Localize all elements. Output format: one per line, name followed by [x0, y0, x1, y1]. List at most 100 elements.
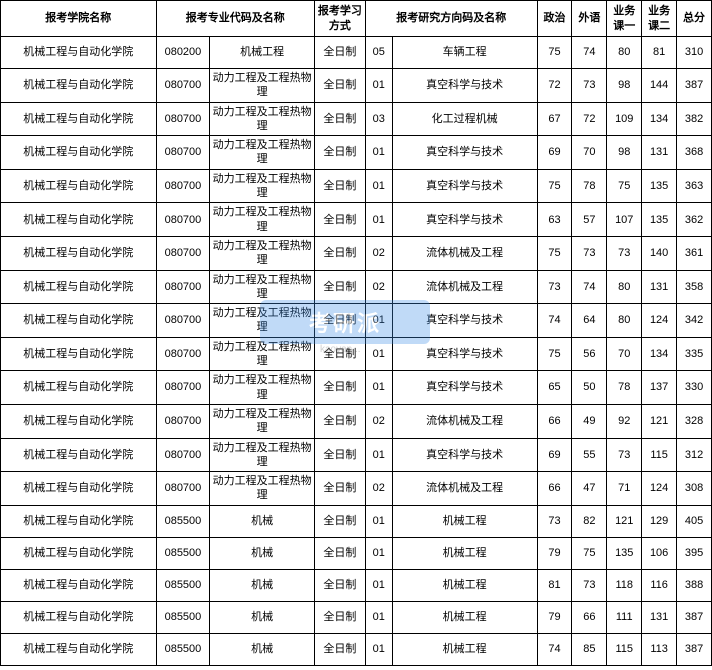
cell-total: 342: [677, 304, 712, 338]
cell-dirname: 流体机械及工程: [392, 404, 537, 438]
cell-s1: 75: [537, 236, 572, 270]
cell-s3: 80: [607, 304, 642, 338]
cell-dircode: 01: [365, 569, 392, 601]
cell-dircode: 05: [365, 37, 392, 69]
cell-s3: 118: [607, 569, 642, 601]
cell-school: 机械工程与自动化学院: [1, 337, 157, 371]
cell-dircode: 01: [365, 537, 392, 569]
cell-major: 动力工程及工程热物理: [210, 203, 315, 237]
cell-s4: 129: [642, 505, 677, 537]
cell-s2: 56: [572, 337, 607, 371]
cell-school: 机械工程与自动化学院: [1, 569, 157, 601]
cell-s4: 113: [642, 633, 677, 665]
cell-school: 机械工程与自动化学院: [1, 438, 157, 472]
cell-s4: 137: [642, 371, 677, 405]
cell-dirname: 流体机械及工程: [392, 472, 537, 506]
cell-major: 动力工程及工程热物理: [210, 270, 315, 304]
cell-s4: 134: [642, 337, 677, 371]
cell-s2: 74: [572, 37, 607, 69]
cell-dirname: 真空科学与技术: [392, 169, 537, 203]
cell-major: 机械: [210, 505, 315, 537]
cell-major: 动力工程及工程热物理: [210, 169, 315, 203]
cell-s2: 72: [572, 102, 607, 136]
cell-s2: 73: [572, 69, 607, 103]
header-politics: 政治: [537, 1, 572, 37]
table-row: 机械工程与自动化学院080700动力工程及工程热物理全日制02流体机械及工程66…: [1, 404, 712, 438]
cell-dircode: 01: [365, 69, 392, 103]
table-row: 机械工程与自动化学院085500机械全日制01机械工程7966111131387: [1, 601, 712, 633]
cell-total: 361: [677, 236, 712, 270]
cell-code: 080700: [156, 404, 210, 438]
cell-s1: 75: [537, 337, 572, 371]
cell-dircode: 01: [365, 203, 392, 237]
cell-s4: 131: [642, 136, 677, 170]
cell-code: 085500: [156, 569, 210, 601]
cell-school: 机械工程与自动化学院: [1, 371, 157, 405]
cell-code: 080700: [156, 270, 210, 304]
cell-s1: 67: [537, 102, 572, 136]
cell-major: 动力工程及工程热物理: [210, 472, 315, 506]
cell-dirname: 真空科学与技术: [392, 337, 537, 371]
cell-total: 387: [677, 69, 712, 103]
cell-s1: 73: [537, 505, 572, 537]
cell-code: 080700: [156, 337, 210, 371]
cell-dircode: 01: [365, 337, 392, 371]
cell-dirname: 机械工程: [392, 569, 537, 601]
admission-score-table: 报考学院名称 报考专业代码及名称 报考学习方式 报考研究方向码及名称 政治 外语…: [0, 0, 712, 666]
cell-school: 机械工程与自动化学院: [1, 537, 157, 569]
cell-s3: 111: [607, 601, 642, 633]
cell-s1: 65: [537, 371, 572, 405]
cell-study: 全日制: [314, 69, 365, 103]
cell-s4: 140: [642, 236, 677, 270]
cell-school: 机械工程与自动化学院: [1, 69, 157, 103]
cell-code: 085500: [156, 537, 210, 569]
cell-study: 全日制: [314, 169, 365, 203]
cell-s1: 66: [537, 472, 572, 506]
table-row: 机械工程与自动化学院080700动力工程及工程热物理全日制01真空科学与技术75…: [1, 169, 712, 203]
cell-s2: 55: [572, 438, 607, 472]
cell-dirname: 流体机械及工程: [392, 236, 537, 270]
cell-total: 405: [677, 505, 712, 537]
table-row: 机械工程与自动化学院080200机械工程全日制05车辆工程75748081310: [1, 37, 712, 69]
cell-dirname: 机械工程: [392, 601, 537, 633]
cell-school: 机械工程与自动化学院: [1, 601, 157, 633]
cell-total: 335: [677, 337, 712, 371]
cell-major: 机械: [210, 569, 315, 601]
header-foreign: 外语: [572, 1, 607, 37]
cell-s3: 135: [607, 537, 642, 569]
cell-dirname: 流体机械及工程: [392, 270, 537, 304]
cell-dirname: 机械工程: [392, 505, 537, 537]
cell-school: 机械工程与自动化学院: [1, 505, 157, 537]
cell-code: 080700: [156, 438, 210, 472]
cell-code: 080700: [156, 472, 210, 506]
cell-major: 机械: [210, 633, 315, 665]
cell-s4: 106: [642, 537, 677, 569]
cell-code: 080200: [156, 37, 210, 69]
header-row: 报考学院名称 报考专业代码及名称 报考学习方式 报考研究方向码及名称 政治 外语…: [1, 1, 712, 37]
cell-code: 080700: [156, 203, 210, 237]
cell-major: 机械: [210, 537, 315, 569]
cell-s4: 81: [642, 37, 677, 69]
cell-dircode: 01: [365, 169, 392, 203]
cell-dirname: 真空科学与技术: [392, 304, 537, 338]
cell-s2: 49: [572, 404, 607, 438]
cell-major: 机械: [210, 601, 315, 633]
header-course2: 业务课二: [642, 1, 677, 37]
cell-s4: 135: [642, 169, 677, 203]
cell-s1: 72: [537, 69, 572, 103]
cell-s2: 70: [572, 136, 607, 170]
cell-dircode: 02: [365, 236, 392, 270]
cell-s3: 115: [607, 633, 642, 665]
cell-major: 动力工程及工程热物理: [210, 438, 315, 472]
cell-s2: 74: [572, 270, 607, 304]
cell-s3: 107: [607, 203, 642, 237]
table-row: 机械工程与自动化学院080700动力工程及工程热物理全日制01真空科学与技术63…: [1, 203, 712, 237]
cell-s2: 47: [572, 472, 607, 506]
table-row: 机械工程与自动化学院080700动力工程及工程热物理全日制01真空科学与技术75…: [1, 337, 712, 371]
cell-code: 085500: [156, 601, 210, 633]
cell-s2: 64: [572, 304, 607, 338]
cell-school: 机械工程与自动化学院: [1, 633, 157, 665]
cell-s4: 131: [642, 601, 677, 633]
header-school: 报考学院名称: [1, 1, 157, 37]
cell-s4: 144: [642, 69, 677, 103]
